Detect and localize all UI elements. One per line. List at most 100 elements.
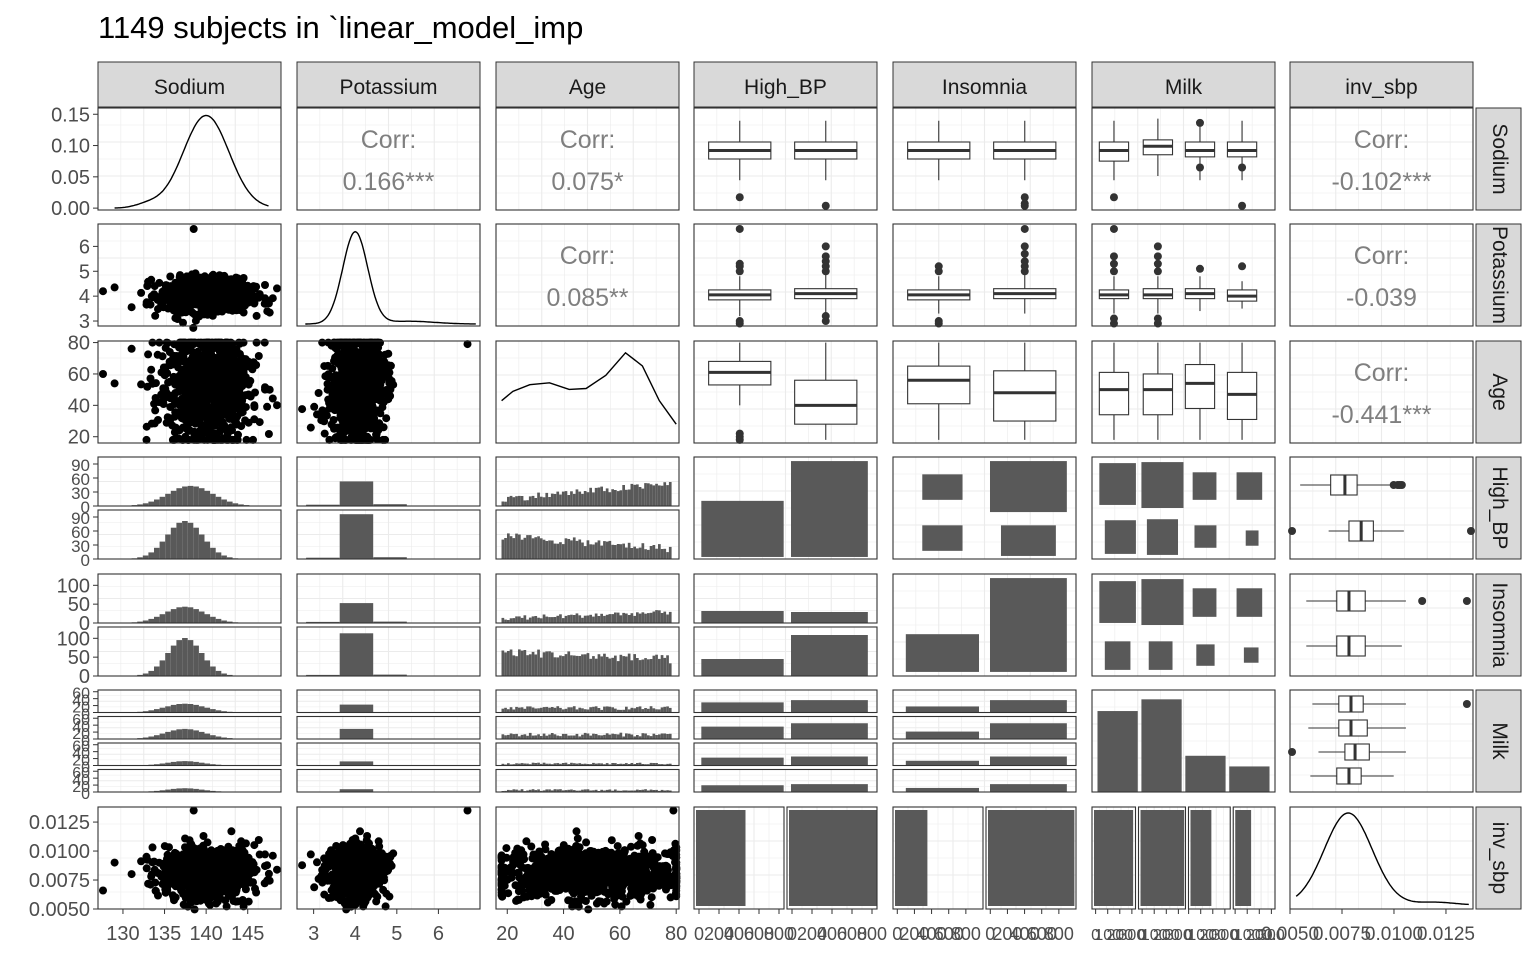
hist-bar — [666, 655, 669, 676]
scatter-point — [224, 842, 233, 851]
hist-bar — [523, 615, 527, 623]
scatter-point — [147, 872, 156, 881]
scatter-point — [265, 385, 274, 394]
hist-bar — [501, 650, 505, 676]
scatter-point — [350, 415, 359, 424]
scatter-point — [214, 284, 223, 293]
hist-bar — [636, 484, 639, 506]
scatter-point — [214, 341, 223, 350]
box-outlier — [1020, 257, 1029, 266]
column-strip-inv_sbp — [1289, 61, 1474, 108]
scatter-point — [189, 410, 198, 419]
scatter-point — [330, 357, 338, 366]
scatter-point — [206, 883, 215, 892]
box-outlier — [1109, 224, 1118, 233]
row-strip-Sodium — [1475, 107, 1522, 211]
hist-bar — [520, 650, 524, 676]
box — [907, 365, 971, 405]
scatter-point — [229, 897, 238, 905]
mosaic-tile — [989, 461, 1067, 513]
hist-bar — [148, 618, 154, 623]
scatter-point — [365, 379, 374, 388]
scatter-point — [254, 836, 263, 844]
scatter-point — [226, 348, 235, 357]
scatter-point — [204, 274, 213, 283]
hist-bar — [655, 654, 658, 676]
hist-bar — [509, 495, 513, 506]
count-bar — [905, 706, 980, 713]
scatter-point — [252, 338, 261, 347]
hist-bar — [578, 615, 582, 623]
hist-bar — [589, 658, 592, 676]
scatter-point — [273, 865, 281, 874]
hist-bar — [520, 496, 524, 506]
mosaic-tile — [1000, 525, 1056, 556]
scatter-point — [189, 852, 198, 861]
scatter-point — [216, 416, 224, 425]
count-bar — [905, 787, 980, 792]
box-outlier — [1109, 193, 1118, 202]
scatter-point — [378, 365, 387, 374]
hist-bar — [619, 544, 623, 559]
scatter-point — [99, 886, 107, 895]
hist-bar — [550, 493, 554, 506]
box — [993, 370, 1057, 422]
mosaic-tile — [1245, 530, 1259, 546]
hist-bar — [507, 533, 510, 559]
hist-bar — [633, 708, 636, 713]
hist-bar — [512, 655, 516, 676]
hist-bar — [575, 489, 579, 506]
hist-bar — [528, 732, 532, 739]
hist-bar — [630, 613, 634, 623]
box — [1098, 371, 1130, 416]
column-label-Insomnia: Insomnia — [942, 76, 1028, 99]
box-outlier — [1153, 242, 1162, 251]
scatter-point — [310, 402, 319, 411]
scatter-point — [176, 351, 185, 360]
box-outlier — [1195, 163, 1204, 172]
hist-bar — [176, 704, 182, 713]
hist-bar — [520, 707, 524, 713]
corr-label: Corr: — [1354, 242, 1410, 270]
hist-bar — [550, 733, 554, 739]
hist-bar — [159, 660, 166, 676]
hist-bar — [647, 549, 650, 559]
hist-bar — [644, 733, 647, 739]
box-outlier — [1238, 262, 1247, 271]
scatter-point — [252, 311, 261, 320]
hist-bar — [528, 535, 532, 559]
hist-bar — [512, 734, 516, 739]
scatter-point — [176, 867, 185, 876]
hist-bar — [339, 514, 374, 559]
row-strip-High_BP — [1475, 456, 1522, 560]
scatter-point — [347, 364, 356, 373]
mosaic-tile — [1194, 525, 1217, 548]
hist-bar — [644, 708, 647, 713]
scatter-point — [360, 358, 369, 367]
hist-bar — [176, 522, 182, 559]
mosaic-tile — [922, 474, 963, 500]
hist-bar — [548, 497, 551, 506]
hist-bar — [504, 501, 507, 506]
scatter-point — [151, 394, 160, 402]
hist-bar — [641, 488, 645, 506]
scatter-point — [340, 377, 349, 386]
scatter-point — [215, 352, 224, 361]
hist-bar — [622, 656, 625, 676]
scatter-point — [206, 868, 215, 877]
scatter-point — [194, 882, 203, 891]
box-outlier — [821, 252, 830, 261]
hist-bar — [570, 655, 573, 676]
scatter-point — [250, 299, 259, 308]
scatter-point — [110, 858, 119, 867]
hist-bar — [176, 729, 182, 739]
hist-bar — [622, 485, 625, 506]
hist-bar — [187, 640, 194, 676]
scatter-point — [273, 401, 281, 410]
count-bar — [701, 757, 784, 766]
scatter-point — [137, 288, 146, 297]
column-strip-High_BP — [693, 61, 878, 108]
hist-bar — [534, 708, 538, 713]
hist-bar — [608, 614, 612, 623]
hist-bar — [611, 707, 614, 713]
